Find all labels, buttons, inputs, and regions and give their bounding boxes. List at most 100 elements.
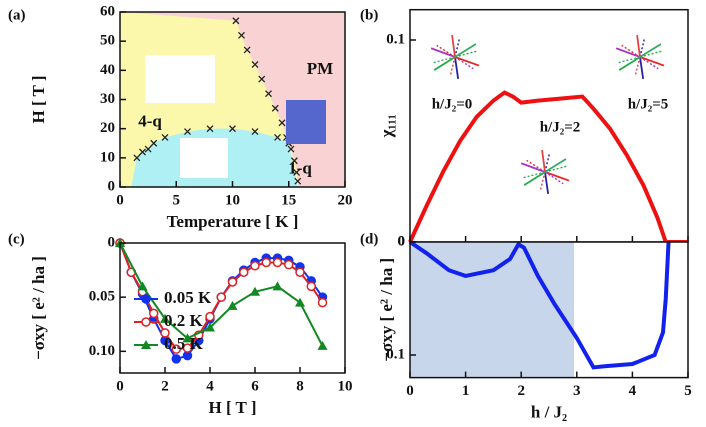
x-marker: [290, 157, 298, 165]
x-marker: [206, 125, 214, 133]
x-tick-label: 15: [281, 192, 296, 208]
y-tick-label: 40: [100, 62, 115, 78]
triangle-marker: [160, 313, 170, 323]
x-marker: [278, 119, 286, 127]
circle-marker: [306, 281, 316, 292]
circle-marker: [239, 267, 249, 277]
x-axis-label: H [ T ]: [208, 398, 256, 417]
circle-marker: [141, 294, 151, 304]
circle-marker: [141, 317, 151, 327]
x-marker: [271, 104, 279, 112]
x-marker: [265, 90, 272, 98]
x-tick-label: 10: [225, 192, 240, 208]
x-tick-label: 0: [116, 192, 124, 208]
x-marker: [274, 133, 281, 141]
triangle-marker: [141, 340, 151, 349]
spin-arrow: [544, 154, 550, 173]
series-line: [408, 90, 688, 244]
spin-arrow: [639, 43, 662, 58]
triangle-marker: [272, 281, 283, 291]
x-tick-label: 1: [462, 383, 470, 399]
circle-marker: [149, 308, 159, 319]
y-tick-label: 0.05: [89, 289, 115, 305]
x-tick-label: 0: [116, 378, 124, 394]
circle-marker: [160, 328, 170, 338]
spin-arrow: [430, 47, 456, 58]
panel-label: (c): [8, 231, 25, 247]
x-marker: [293, 168, 301, 176]
y-tick-label: 0: [398, 233, 406, 249]
y-tick-label: 30: [100, 91, 115, 107]
spin-arrow: [639, 56, 665, 67]
y-tick-label: 20: [100, 120, 115, 136]
spin-arrow: [544, 158, 567, 173]
circle-marker: [261, 257, 271, 268]
x-axis-label: h / J₂: [531, 403, 567, 422]
y-axis-label: χ₁₁₁: [377, 114, 396, 138]
x-marker: [251, 61, 259, 68]
circle-marker: [272, 257, 283, 268]
legend-label: 0.5 K: [164, 334, 204, 353]
annotation: h/J₂=0: [432, 96, 473, 112]
x-marker: [294, 177, 302, 185]
circle-marker: [216, 292, 226, 302]
x-tick-label: 20: [338, 192, 353, 208]
triangle-marker: [205, 322, 215, 332]
y-tick-label: 0: [108, 234, 116, 250]
x-marker: [287, 145, 295, 153]
y-tick-label: 0.1: [386, 346, 405, 362]
x-tick-label: 6: [251, 378, 259, 394]
annotation: h/J₂=2: [540, 119, 581, 135]
triangle-marker: [137, 281, 148, 291]
circle-marker: [171, 354, 181, 364]
x-tick-label: 5: [173, 192, 181, 208]
spin-arrow: [541, 150, 546, 173]
y-tick-label: 0.10: [89, 343, 115, 359]
spin-arrow: [454, 56, 480, 67]
y-tick-label: 0: [398, 233, 406, 249]
y-axis-label: H [ T ]: [29, 75, 48, 123]
x-marker: [184, 128, 191, 136]
circle-marker: [182, 343, 193, 353]
spin-arrow: [454, 39, 460, 58]
circle-marker: [295, 267, 305, 277]
triangle-marker: [182, 333, 193, 343]
spin-arrow: [451, 35, 456, 58]
series-line: [408, 240, 671, 370]
x-tick-label: 4: [629, 383, 637, 399]
x-marker: [133, 154, 141, 162]
region-label: 4-q: [138, 112, 162, 131]
circle-marker: [227, 277, 238, 287]
panel-label: (a): [8, 7, 26, 23]
x-marker: [243, 46, 251, 54]
x-tick-label: 8: [296, 378, 304, 394]
x-tick-label: 0: [406, 383, 414, 399]
x-marker: [232, 17, 240, 25]
x-marker: [139, 148, 146, 156]
spin-arrow: [639, 39, 645, 58]
spin-arrow: [544, 171, 570, 182]
x-marker: [229, 125, 236, 133]
x-marker: [251, 128, 259, 136]
spin-arrow: [539, 171, 546, 190]
spin-arrow: [636, 35, 641, 58]
circle-marker: [250, 261, 260, 271]
circle-marker: [205, 311, 215, 322]
y-tick-label: 0.1: [386, 31, 405, 47]
circle-marker: [171, 344, 181, 354]
spin-arrow: [639, 56, 645, 79]
series-line: [119, 242, 324, 347]
x-marker: [258, 75, 266, 83]
spin-arrow: [454, 43, 477, 58]
triangle-marker: [317, 340, 328, 350]
legend-label: 0.2 K: [164, 311, 204, 330]
legend-label: 0.05 K: [164, 288, 212, 307]
triangle-marker: [250, 286, 260, 296]
spin-arrow: [544, 171, 550, 194]
spin-arrow: [634, 56, 641, 75]
y-tick-label: 10: [100, 149, 115, 165]
y-tick-label: 60: [100, 3, 115, 19]
x-axis-label: Temperature [ K ]: [167, 212, 299, 231]
spin-arrow: [615, 47, 641, 58]
